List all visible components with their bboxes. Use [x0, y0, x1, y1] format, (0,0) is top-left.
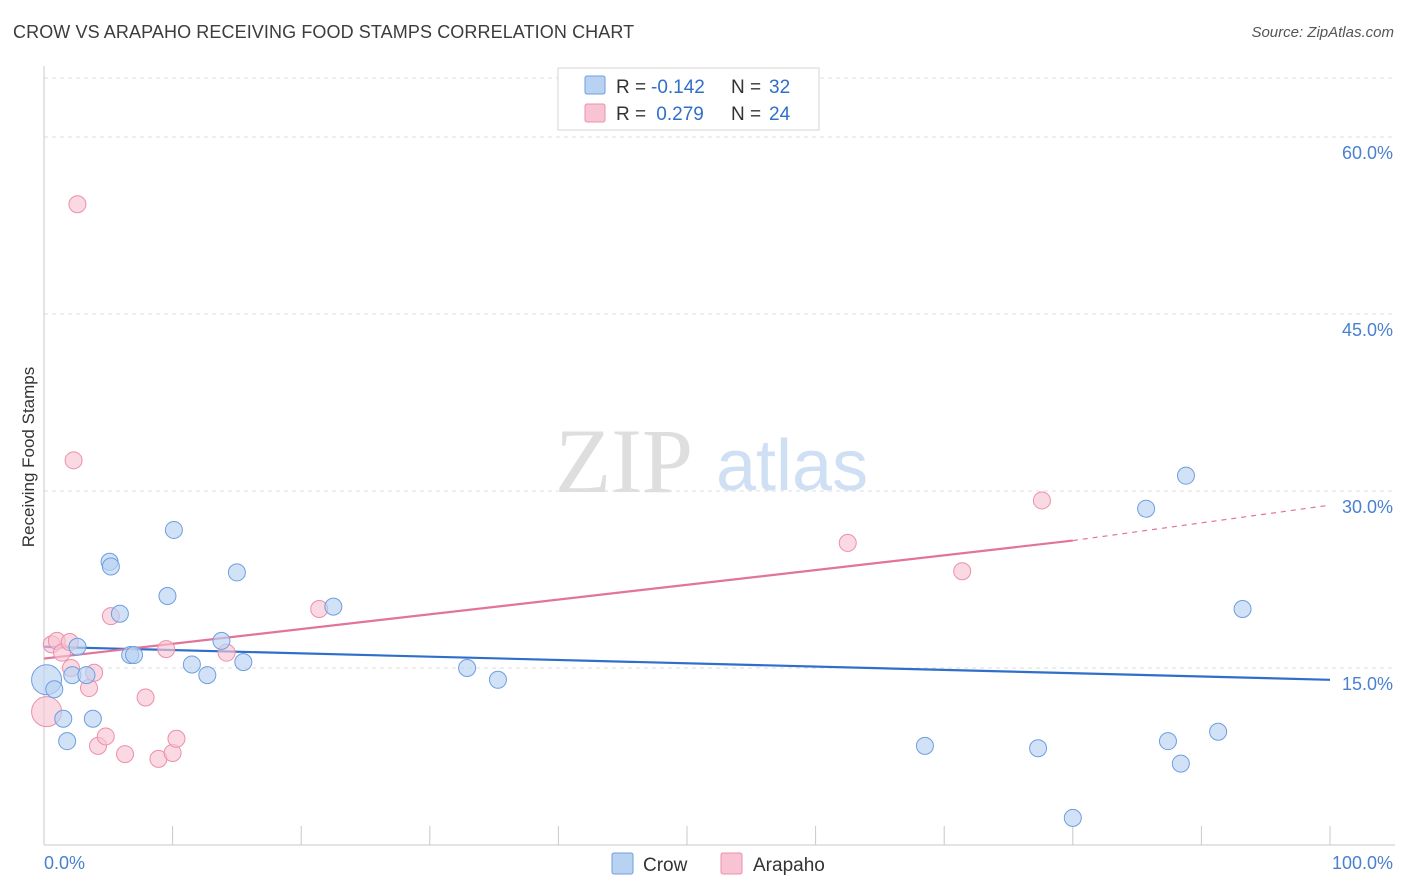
point-crow-6	[77, 666, 96, 685]
point-crow-3	[58, 732, 77, 751]
trend-line-arapaho	[43, 539, 1073, 660]
stats-crow-n-value: 32	[769, 77, 790, 98]
stats-arapaho-r-value: 0.279	[651, 104, 704, 125]
point-crow-30	[1209, 722, 1228, 741]
trend-lines	[43, 504, 1331, 681]
stats-arapaho-n-value: 24	[769, 104, 791, 125]
point-crow-7	[83, 709, 102, 728]
trend-line-crow	[43, 645, 1331, 681]
point-crow-12	[125, 646, 144, 665]
stats-crow-r-label: R =	[616, 77, 646, 98]
point-crow-22	[488, 670, 507, 689]
point-crow-27	[1158, 732, 1177, 751]
point-crow-17	[212, 631, 231, 650]
legend-label-arapaho: Arapaho	[753, 855, 825, 876]
watermark: ZIP atlas	[555, 410, 868, 512]
stats-crow-n-label: N =	[731, 77, 761, 98]
trend-line-arapaho-extension	[1072, 504, 1331, 542]
point-crow-10	[110, 604, 129, 623]
point-crow-14	[164, 520, 183, 539]
y-tick-label-0: 15.0%	[1342, 674, 1393, 694]
point-crow-31	[1233, 600, 1252, 618]
point-crow-29	[1176, 466, 1195, 485]
legend-swatch-arapaho	[720, 852, 743, 875]
point-arapaho-14	[136, 688, 155, 707]
grid-lines	[44, 77, 1395, 669]
point-crow-13	[158, 587, 177, 606]
point-arapaho-23	[1032, 491, 1051, 510]
y-tick-labels: 15.0% 30.0% 45.0% 60.0%	[1342, 143, 1393, 694]
chart-source: Source: ZipAtlas.com	[1251, 24, 1394, 41]
y-tick-label-3: 60.0%	[1342, 143, 1393, 163]
point-crow-1	[45, 680, 64, 699]
stats-arapaho-r-label: R =	[616, 104, 646, 125]
point-crow-28	[1171, 754, 1190, 773]
point-arapaho-11	[96, 727, 115, 746]
y-axis-label: Receiving Food Stamps	[19, 367, 38, 547]
point-crow-25	[1063, 808, 1082, 827]
point-arapaho-18	[167, 729, 186, 748]
point-arapaho-7	[68, 195, 87, 214]
point-arapaho-16	[157, 640, 176, 659]
point-crow-21	[458, 659, 477, 677]
stats-crow-r-value: -0.142	[651, 77, 705, 98]
stats-arapaho-n-label: N =	[731, 104, 761, 125]
point-arapaho-22	[953, 562, 972, 581]
watermark-atlas: atlas	[716, 426, 868, 506]
stats-box: R = -0.142 N = 32 R = 0.279 N = 24	[557, 67, 820, 131]
point-arapaho-13	[116, 745, 135, 764]
point-arapaho-6	[64, 451, 83, 470]
point-crow-19	[234, 653, 253, 672]
legend-swatch-crow	[611, 852, 634, 875]
watermark-zip: ZIP	[555, 410, 693, 512]
point-arapaho-21	[838, 533, 857, 552]
point-crow-23	[915, 736, 934, 755]
point-crow-16	[198, 666, 217, 685]
point-crow-9	[101, 557, 120, 576]
legend: Crow Arapaho	[611, 852, 825, 876]
y-tick-label-1: 30.0%	[1342, 497, 1393, 517]
x-tick-label-0: 0.0%	[44, 853, 85, 873]
point-crow-5	[68, 637, 87, 656]
chart-title: CROW VS ARAPAHO RECEIVING FOOD STAMPS CO…	[13, 22, 635, 42]
y-tick-label-2: 45.0%	[1342, 320, 1393, 340]
point-crow-2	[54, 709, 73, 728]
x-tick-label-1: 100.0%	[1332, 853, 1393, 873]
x-tick-labels: 0.0% 100.0%	[44, 853, 1393, 873]
point-crow-24	[1029, 739, 1048, 758]
point-crow-15	[182, 655, 201, 674]
point-crow-20	[324, 597, 343, 616]
stats-swatch-crow	[584, 75, 606, 95]
legend-label-crow: Crow	[643, 855, 688, 876]
data-points	[31, 195, 1252, 827]
axes	[43, 66, 1395, 846]
point-crow-26	[1137, 499, 1156, 518]
stats-swatch-arapaho	[584, 103, 606, 123]
point-crow-18	[227, 563, 246, 582]
